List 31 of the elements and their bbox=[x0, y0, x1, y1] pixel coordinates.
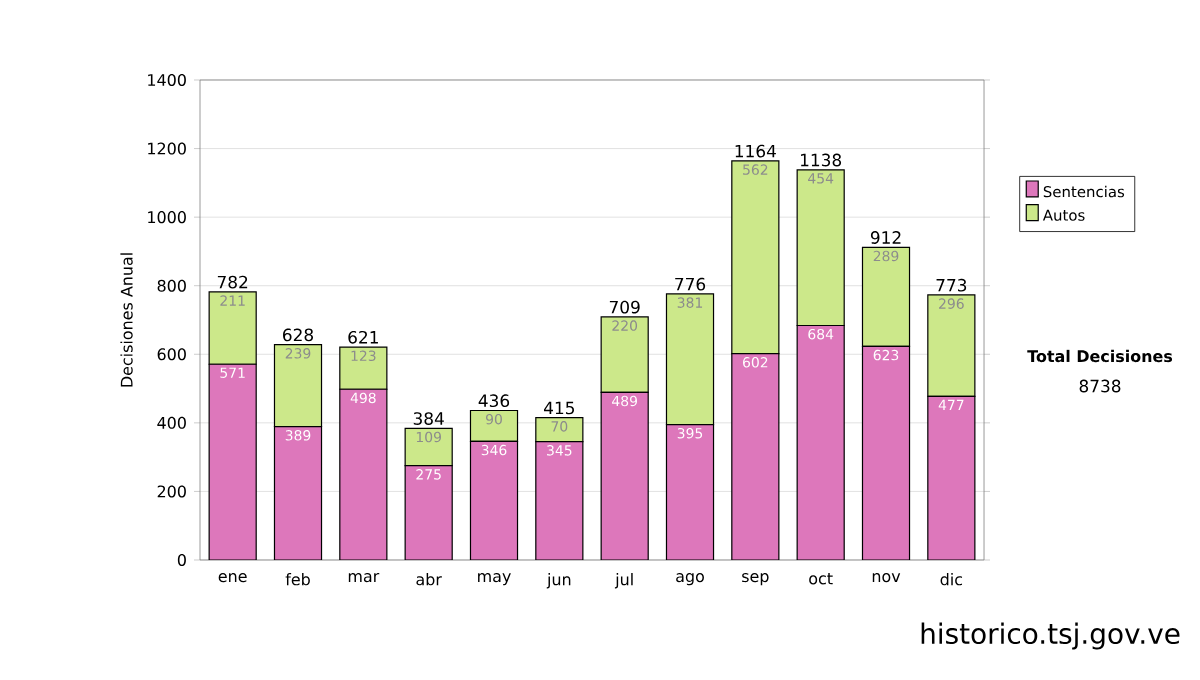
total-label: 436 bbox=[478, 394, 510, 408]
bar bbox=[274, 426, 322, 560]
total-label: 773 bbox=[936, 278, 967, 292]
bar bbox=[862, 346, 910, 560]
bar bbox=[273, 344, 323, 428]
bar bbox=[535, 441, 583, 560]
total-label: 782 bbox=[217, 275, 248, 289]
bar bbox=[470, 441, 518, 560]
bar bbox=[469, 409, 519, 442]
total-label: 1164 bbox=[735, 144, 776, 158]
bar bbox=[731, 353, 779, 560]
bar bbox=[339, 389, 387, 560]
bar bbox=[666, 424, 714, 560]
total-label: 384 bbox=[413, 412, 444, 425]
total-label: 628 bbox=[283, 328, 314, 342]
bar bbox=[209, 364, 257, 560]
total-label: 709 bbox=[609, 300, 640, 314]
bar bbox=[797, 325, 845, 560]
bar bbox=[601, 392, 649, 560]
bar bbox=[339, 346, 388, 390]
bar bbox=[927, 395, 976, 560]
bar bbox=[535, 417, 584, 443]
total-label: 621 bbox=[348, 330, 378, 344]
text: 8738 bbox=[1079, 379, 1121, 393]
total-label: 1138 bbox=[801, 153, 842, 167]
bar bbox=[405, 465, 453, 560]
total-label: 776 bbox=[675, 277, 706, 291]
total-label: 912 bbox=[870, 231, 901, 244]
text: historico.tsj.gov.ve bbox=[921, 622, 1180, 650]
total-label: 415 bbox=[543, 401, 574, 415]
bar bbox=[404, 427, 453, 467]
